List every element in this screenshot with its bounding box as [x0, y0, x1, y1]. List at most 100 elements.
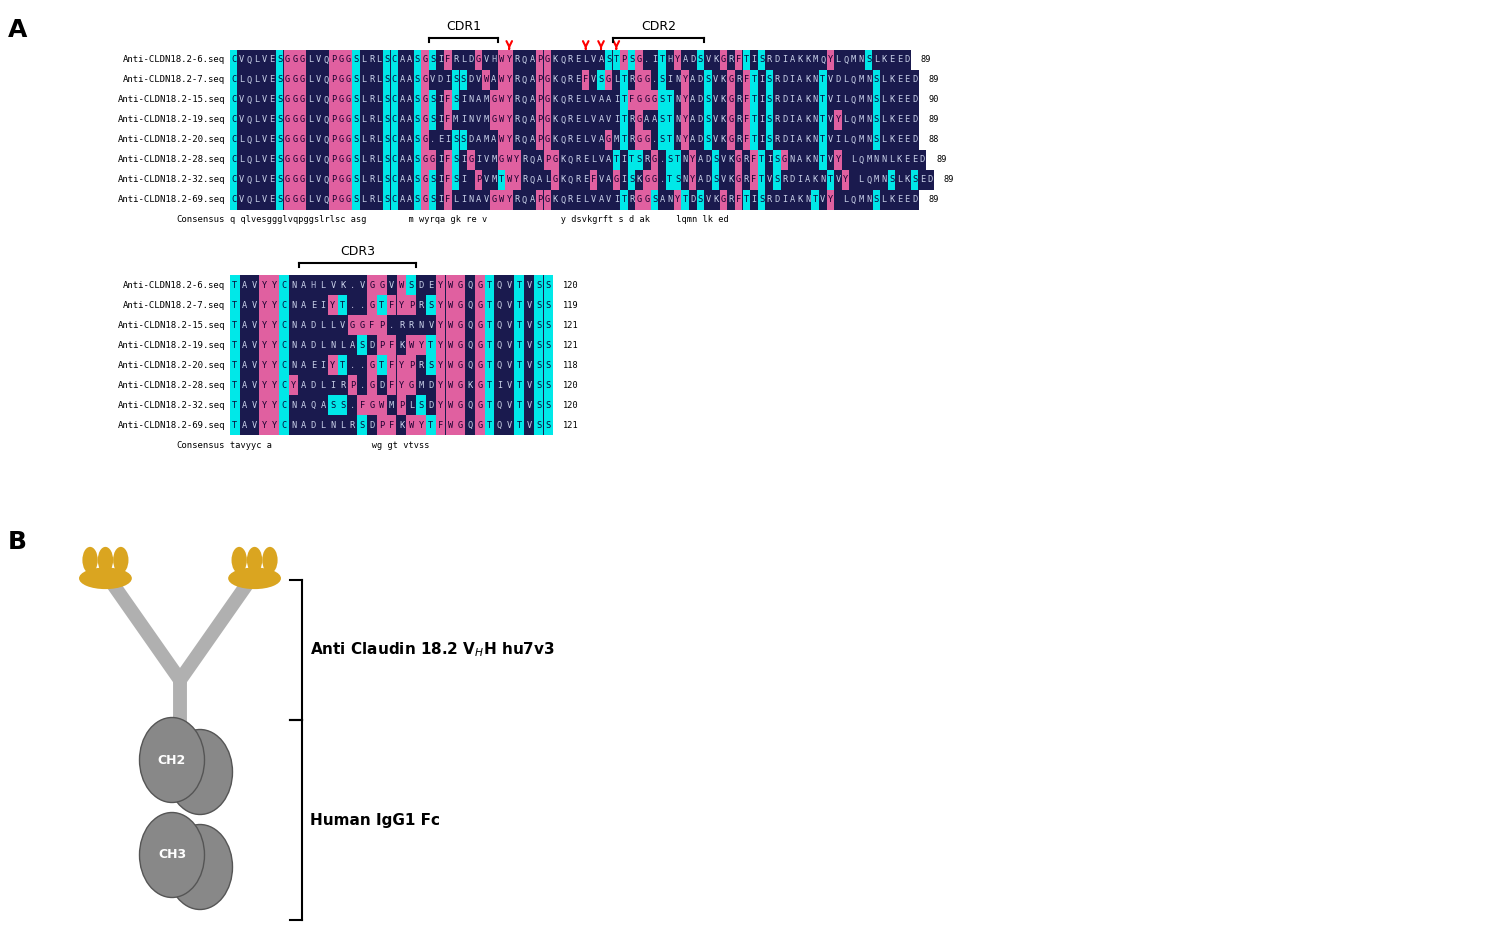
Bar	[620, 51, 628, 69]
Bar	[506, 130, 513, 150]
Bar	[436, 335, 445, 355]
Bar	[275, 91, 283, 110]
Text: Y: Y	[843, 175, 849, 184]
Text: G: G	[299, 136, 306, 144]
Text: Q: Q	[324, 76, 328, 84]
Text: L: L	[307, 95, 313, 105]
Text: F: F	[591, 175, 596, 184]
Text: S: S	[415, 55, 420, 65]
Text: T: T	[622, 196, 626, 204]
Bar	[635, 190, 643, 210]
Text: A: A	[408, 155, 412, 165]
Text: N: N	[674, 76, 680, 84]
Bar	[445, 375, 455, 395]
Text: V: V	[828, 136, 834, 144]
Text: V: V	[713, 95, 718, 105]
Text: S: S	[461, 76, 467, 84]
Text: D: D	[912, 136, 918, 144]
Text: G: G	[346, 136, 351, 144]
Bar	[357, 395, 367, 415]
Text: M: M	[858, 136, 864, 144]
Text: F: F	[445, 175, 450, 184]
Text: N: N	[867, 76, 871, 84]
Bar	[259, 275, 269, 295]
Text: F: F	[629, 95, 634, 105]
Text: I: I	[835, 95, 841, 105]
Text: E: E	[575, 76, 581, 84]
Bar	[357, 416, 367, 434]
Bar	[436, 416, 445, 434]
Text: M: M	[858, 76, 864, 84]
Text: L: L	[361, 175, 367, 184]
Bar	[421, 51, 429, 69]
Text: Q: Q	[247, 175, 251, 184]
Bar	[515, 416, 524, 434]
Text: G: G	[477, 420, 483, 430]
Text: Q: Q	[324, 55, 328, 65]
Text: N: N	[330, 341, 336, 349]
Bar	[742, 190, 749, 210]
Text: L: L	[361, 196, 367, 204]
Text: G: G	[339, 95, 343, 105]
Bar	[278, 315, 289, 334]
Bar	[697, 190, 704, 210]
Text: V: V	[239, 95, 244, 105]
Text: S: S	[277, 76, 283, 84]
Text: Anti-CLDN18.2-19.seq: Anti-CLDN18.2-19.seq	[117, 115, 226, 124]
Text: F: F	[369, 320, 375, 329]
Text: R: R	[418, 300, 424, 310]
Text: T: T	[667, 115, 673, 124]
Ellipse shape	[140, 718, 205, 802]
Text: G: G	[369, 300, 375, 310]
Text: .: .	[659, 175, 665, 184]
Text: R: R	[522, 155, 527, 165]
Text: S: S	[453, 136, 459, 144]
Text: A: A	[399, 76, 405, 84]
Ellipse shape	[247, 547, 262, 573]
Bar	[230, 315, 554, 335]
Text: D: D	[790, 175, 795, 184]
Text: A: A	[599, 136, 604, 144]
Bar	[456, 296, 465, 314]
Text: N: N	[867, 196, 871, 204]
Text: 89: 89	[944, 175, 954, 184]
Text: K: K	[552, 95, 558, 105]
Text: A: A	[301, 381, 306, 389]
Text: G: G	[477, 401, 483, 409]
Text: R: R	[743, 175, 749, 184]
Text: K: K	[560, 175, 566, 184]
Text: A: A	[242, 341, 247, 349]
Text: Q: Q	[497, 300, 503, 310]
Text: A: A	[301, 281, 306, 289]
Text: E: E	[897, 95, 901, 105]
Text: E: E	[429, 281, 433, 289]
Text: C: C	[232, 95, 236, 105]
Text: R: R	[522, 175, 527, 184]
Text: K: K	[905, 175, 909, 184]
Text: T: T	[340, 300, 345, 310]
Text: A: A	[683, 55, 688, 65]
Text: E: E	[575, 55, 581, 65]
Text: 89: 89	[929, 115, 939, 124]
Text: G: G	[339, 136, 343, 144]
Text: G: G	[299, 55, 306, 65]
Bar	[719, 51, 727, 69]
Bar	[766, 110, 774, 129]
Text: G: G	[299, 175, 306, 184]
Bar	[635, 130, 643, 150]
Text: P: P	[331, 196, 336, 204]
Text: K: K	[721, 136, 725, 144]
Text: G: G	[644, 196, 650, 204]
Text: R: R	[515, 95, 519, 105]
Text: S: S	[629, 55, 634, 65]
Text: L: L	[376, 115, 382, 124]
Text: T: T	[614, 55, 619, 65]
Text: 89: 89	[921, 55, 932, 65]
Text: D: D	[783, 76, 787, 84]
Text: S: S	[415, 196, 420, 204]
Text: V: V	[262, 136, 266, 144]
Bar	[456, 275, 465, 295]
Text: T: T	[622, 115, 626, 124]
Bar	[391, 110, 399, 129]
Text: I: I	[790, 115, 795, 124]
